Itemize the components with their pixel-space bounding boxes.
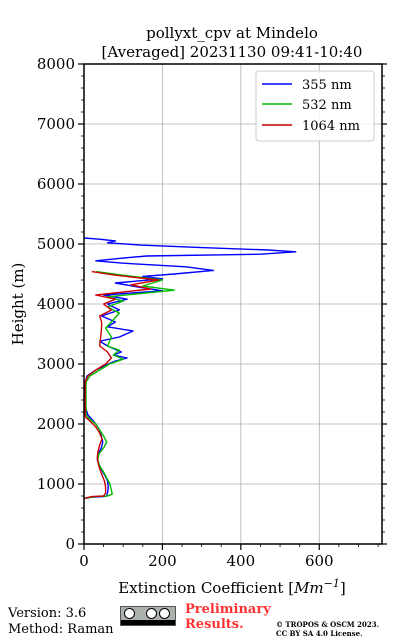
y-tick-label: 0 xyxy=(65,535,75,553)
legend-box xyxy=(255,70,375,142)
cc-by-sa-license-icon xyxy=(120,606,176,626)
chart-title-line2: [Averaged] 20231130 09:41-10:40 xyxy=(102,43,363,61)
preliminary-line1: Preliminary xyxy=(185,602,271,617)
y-tick-label: 1000 xyxy=(37,475,75,493)
x-tick-label: 600 xyxy=(305,552,334,570)
version-text: Version: 3.6 xyxy=(8,606,87,621)
y-tick-label: 8000 xyxy=(37,55,75,73)
extinction-profile-chart: pollyxt_cpv at Mindelo [Averaged] 202311… xyxy=(9,24,387,597)
x-axis-label-suffix: ] xyxy=(340,579,346,597)
x-tick-label: 0 xyxy=(79,552,89,570)
preliminary-results-notice: Preliminary Results. xyxy=(185,602,275,632)
x-tick-label: 200 xyxy=(148,552,177,570)
legend-label-532: 532 nm xyxy=(302,98,352,113)
x-axis-label-unit: Mm xyxy=(293,579,324,597)
method-text: Method: Raman xyxy=(8,622,114,637)
plot-frame xyxy=(83,63,383,545)
series-line-1064-nm xyxy=(83,270,160,500)
legend: 355 nm 532 nm 1064 nm xyxy=(255,70,375,142)
series-layer xyxy=(83,237,297,500)
copyright-notice: © TROPOS & OSCM 2023. CC BY SA 4.0 Licen… xyxy=(276,620,379,638)
version-info: Version: 3.6 Method: Raman xyxy=(8,606,114,638)
preliminary-line2: Results. xyxy=(185,617,244,632)
x-axis-label: Extinction Coefficient [Mm−1] xyxy=(118,577,345,597)
y-tick-label: 2000 xyxy=(37,415,75,433)
chart-title-line1: pollyxt_cpv at Mindelo xyxy=(146,24,318,42)
legend-label-1064: 1064 nm xyxy=(302,119,360,134)
x-tick-label: 400 xyxy=(227,552,256,570)
series-line-532-nm xyxy=(83,270,175,500)
x-axis-label-exp: −1 xyxy=(324,577,340,590)
y-axis-label: Height (m) xyxy=(9,263,27,346)
x-axis-label-prefix: Extinction Coefficient [ xyxy=(118,579,294,597)
y-tick-label: 5000 xyxy=(37,235,75,253)
y-tick-label: 7000 xyxy=(37,115,75,133)
legend-label-355: 355 nm xyxy=(302,78,352,93)
copyright-line2: CC BY SA 4.0 License. xyxy=(276,629,363,638)
y-tick-label: 3000 xyxy=(37,355,75,373)
y-tick-label: 4000 xyxy=(37,295,75,313)
axis-ticks: 0 200 400 600010002000300040005000600070008… xyxy=(37,55,387,570)
series-line-355-nm xyxy=(83,237,297,500)
y-tick-label: 6000 xyxy=(37,175,75,193)
copyright-line1: © TROPOS & OSCM 2023. xyxy=(276,620,380,629)
